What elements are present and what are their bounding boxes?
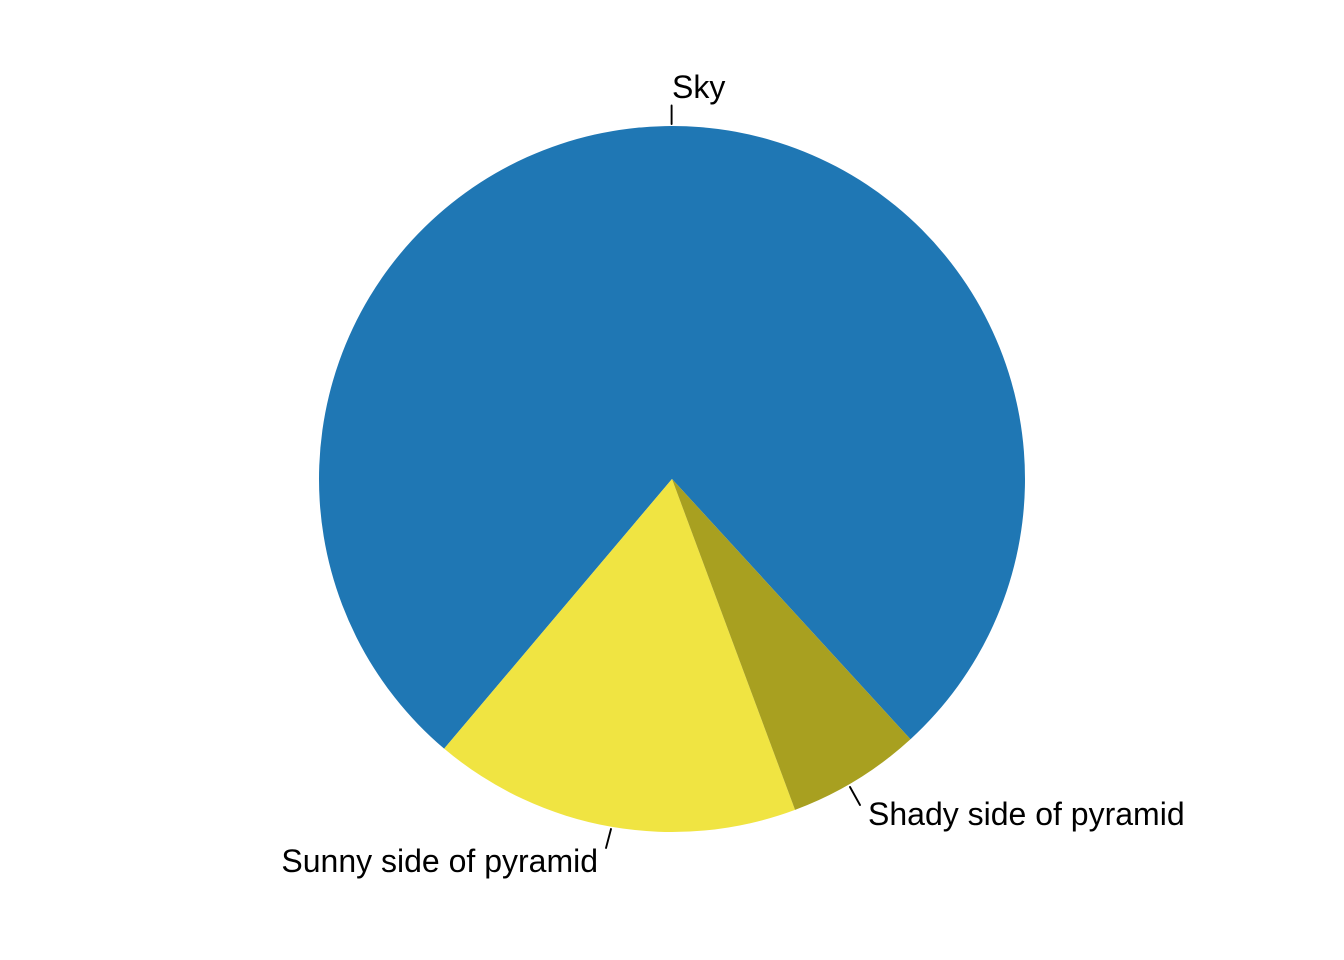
svg-text:Shady side of pyramid: Shady side of pyramid xyxy=(868,796,1185,832)
svg-text:Sky: Sky xyxy=(672,69,725,105)
svg-text:Sunny side of pyramid: Sunny side of pyramid xyxy=(281,843,598,879)
